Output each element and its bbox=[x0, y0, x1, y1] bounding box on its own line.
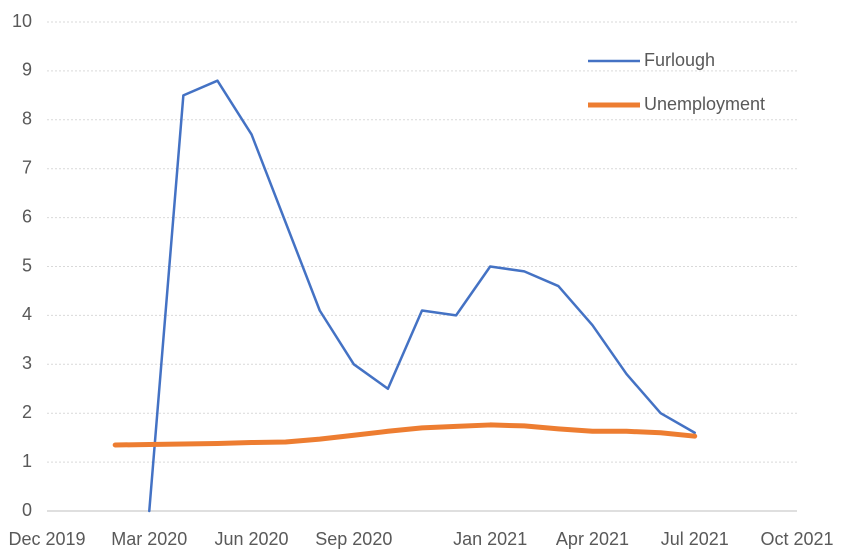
x-tick-label: Jul 2021 bbox=[661, 529, 729, 549]
y-tick-label: 5 bbox=[22, 255, 32, 275]
x-tick-label: Oct 2021 bbox=[760, 529, 833, 549]
y-tick-label: 3 bbox=[22, 353, 32, 373]
line bbox=[148, 79, 696, 513]
y-tick-label: 4 bbox=[22, 304, 32, 324]
line bbox=[112, 422, 698, 448]
x-tick-label: Dec 2019 bbox=[8, 529, 85, 549]
legend-label: Furlough bbox=[644, 50, 715, 70]
y-tick-label: 9 bbox=[22, 60, 32, 80]
y-tick-label: 10 bbox=[12, 11, 32, 31]
x-tick-label: Mar 2020 bbox=[111, 529, 187, 549]
x-tick-label: Apr 2021 bbox=[556, 529, 629, 549]
y-tick-label: 2 bbox=[22, 402, 32, 422]
y-tick-label: 6 bbox=[22, 206, 32, 226]
y-tick-label: 1 bbox=[22, 451, 32, 471]
x-tick-label: Jan 2021 bbox=[453, 529, 527, 549]
x-tick-label: Sep 2020 bbox=[315, 529, 392, 549]
y-tick-label: 7 bbox=[22, 157, 32, 177]
x-tick-label: Jun 2020 bbox=[215, 529, 289, 549]
y-tick-label: 0 bbox=[22, 500, 32, 520]
legend-label: Unemployment bbox=[644, 94, 765, 114]
y-tick-label: 8 bbox=[22, 109, 32, 129]
